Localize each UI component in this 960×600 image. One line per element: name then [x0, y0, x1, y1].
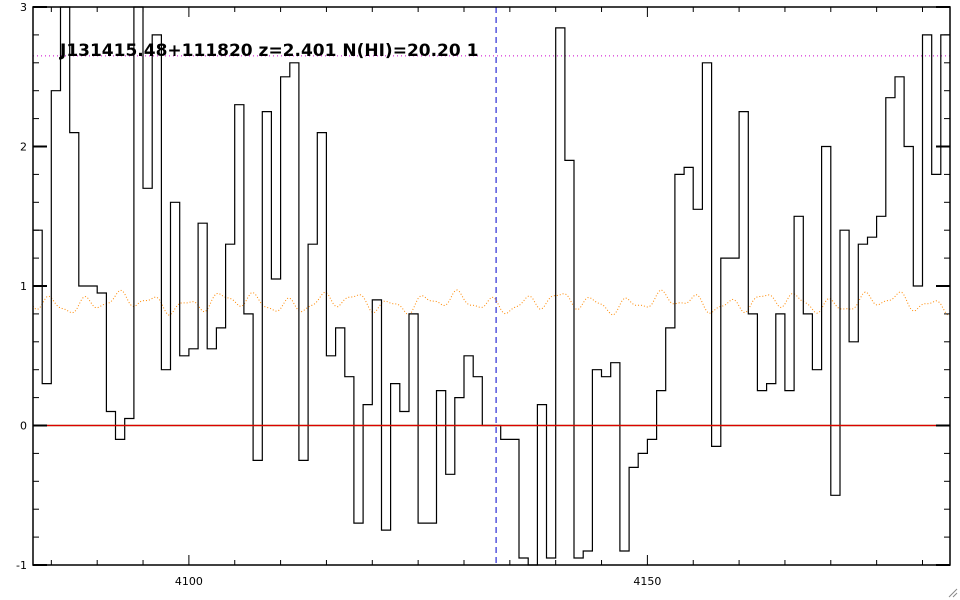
y-tick-label: 3 [20, 1, 27, 14]
chart-title: J131415.48+111820 z=2.401 N(HI)=20.20 1 [59, 41, 478, 61]
x-tick-label: 4100 [175, 575, 203, 588]
error-layer [32, 289, 950, 316]
resize-grip-icon[interactable] [946, 586, 958, 598]
axes: 4100 4150 -1 0 1 2 3 [16, 1, 951, 588]
y-tick-label: -1 [16, 559, 27, 572]
x-tick-label: 4150 [633, 575, 661, 588]
y-tick-label: 1 [20, 280, 27, 293]
y-tick-label: 2 [20, 141, 27, 154]
y-tick-label: 0 [20, 420, 27, 433]
error-spectrum [32, 289, 950, 316]
